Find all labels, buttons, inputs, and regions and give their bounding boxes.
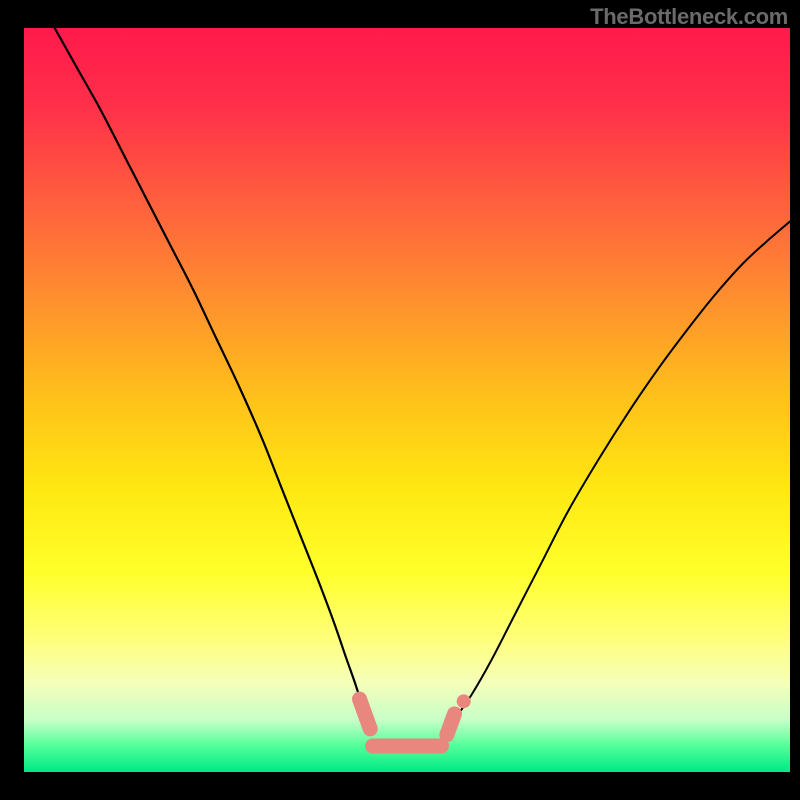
marker-segment-2 bbox=[447, 714, 455, 735]
chart-frame: TheBottleneck.com bbox=[0, 0, 800, 800]
watermark-text: TheBottleneck.com bbox=[590, 4, 788, 30]
marker-segment-0 bbox=[360, 699, 371, 729]
chart-background bbox=[24, 28, 790, 772]
marker-dot bbox=[457, 694, 471, 708]
bottleneck-curve-chart bbox=[24, 28, 790, 772]
